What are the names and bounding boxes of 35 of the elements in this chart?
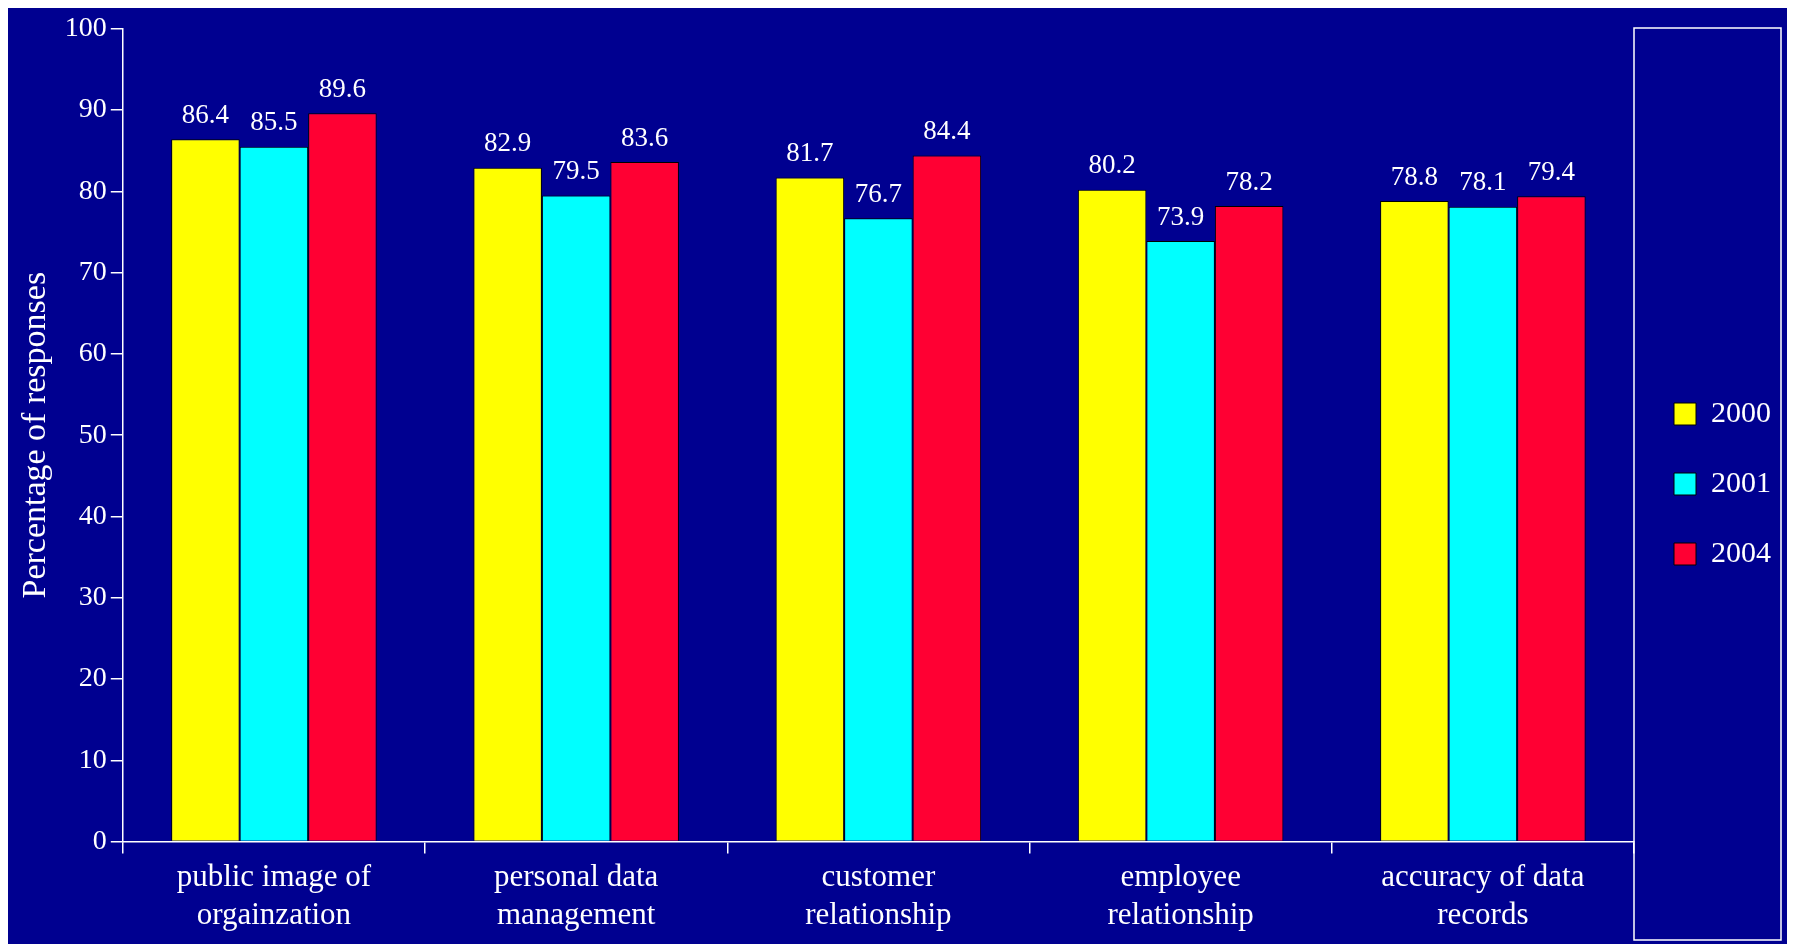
data-label: 79.4 — [1527, 155, 1576, 186]
legend-label: 2001 — [1711, 464, 1771, 498]
y-tick-label: 0 — [92, 823, 107, 855]
y-tick-label: 20 — [78, 661, 107, 693]
y-tick-label: 100 — [64, 11, 107, 43]
data-label: 76.7 — [854, 177, 903, 208]
data-label: 78.8 — [1390, 160, 1438, 191]
y-tick-label: 30 — [78, 580, 107, 612]
x-tick-label: public image of orgainzation — [176, 858, 372, 931]
y-tick-label: 10 — [78, 742, 107, 774]
data-label: 81.7 — [786, 137, 834, 168]
y-tick-label: 60 — [78, 336, 107, 368]
data-label: 79.5 — [552, 155, 600, 186]
y-tick-label: 80 — [78, 173, 107, 205]
data-label: 86.4 — [181, 98, 230, 129]
y-tick-label: 50 — [78, 417, 107, 449]
legend-label: 2000 — [1711, 394, 1771, 428]
y-tick-label: 40 — [78, 498, 107, 530]
data-label: 82.9 — [484, 127, 532, 158]
data-label: 73.9 — [1157, 200, 1205, 231]
data-label: 84.4 — [923, 115, 972, 146]
y-tick-label: 90 — [78, 92, 107, 124]
data-label: 80.2 — [1088, 149, 1136, 180]
legend-label: 2004 — [1711, 534, 1771, 568]
x-tick-label: customer relationship — [805, 858, 952, 931]
x-tick-label: personal data management — [493, 858, 659, 931]
y-axis-title: Percentage of responses — [15, 271, 53, 599]
data-label: 83.6 — [621, 121, 669, 152]
data-label: 89.6 — [318, 72, 367, 103]
data-label: 85.5 — [250, 106, 298, 137]
data-label: 78.1 — [1459, 166, 1507, 197]
x-tick-label: accuracy of data records — [1381, 858, 1585, 931]
x-tick-label: employee relationship — [1107, 858, 1254, 931]
data-label: 78.2 — [1225, 165, 1273, 196]
y-tick-label: 70 — [78, 255, 107, 286]
